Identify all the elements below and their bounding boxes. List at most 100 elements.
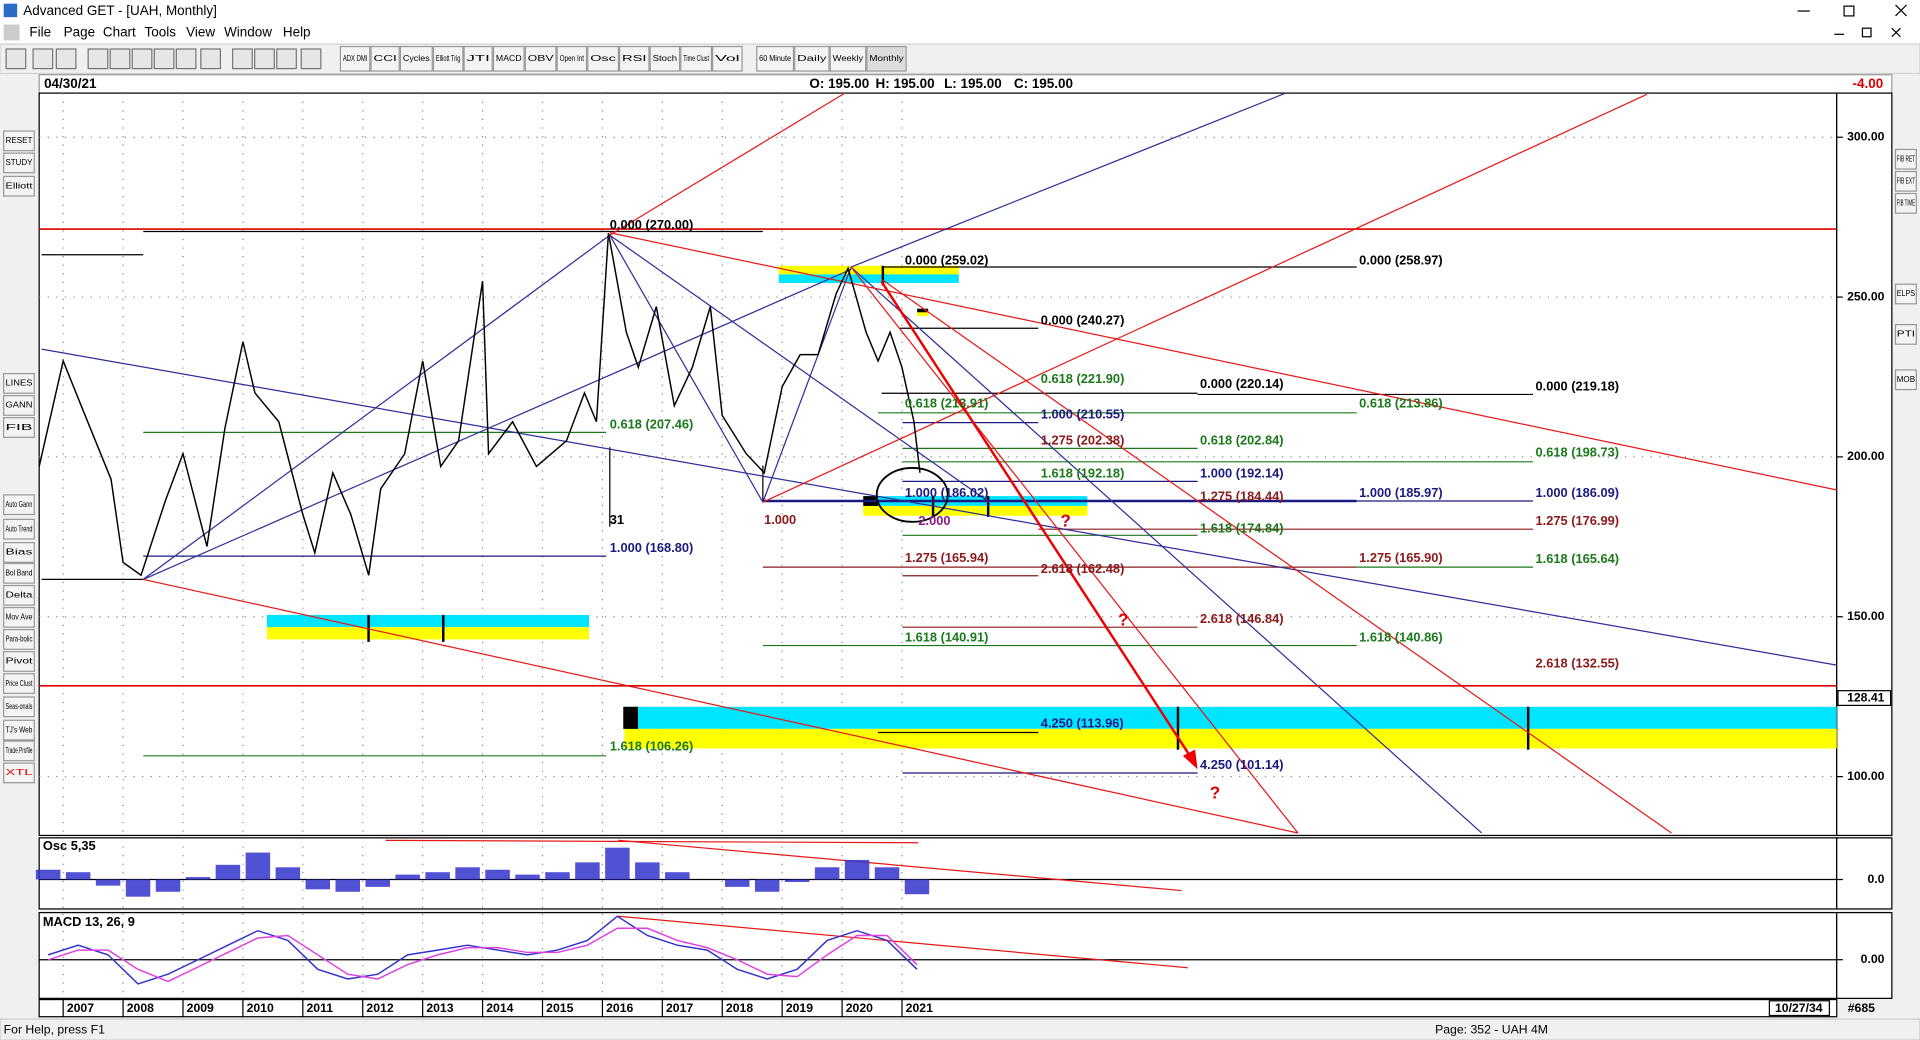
left-tool-button[interactable] [3,417,35,438]
left-tool-label[interactable]: TJ's Web [6,724,33,734]
toolbar-label[interactable]: Monthly [869,53,904,63]
toolbar-label[interactable]: Vol [715,53,740,63]
menu-item[interactable]: Page [64,25,95,40]
tool-icon[interactable] [276,48,297,70]
right-tool-button[interactable] [1894,192,1917,214]
toolbar-button[interactable] [866,45,907,72]
left-tool-button[interactable] [3,651,35,672]
right-tool-button[interactable] [1894,148,1917,170]
left-tool-button[interactable] [3,606,35,628]
right-tool-label[interactable]: FIB RET [1897,154,1916,164]
right-tool-label[interactable]: ELPS [1897,288,1916,298]
toolbar-label[interactable]: 60 Minute [759,53,791,63]
left-tool-label[interactable]: LINES [6,378,33,388]
right-tool-label[interactable]: FIB TIME [1897,198,1916,208]
left-tool-button[interactable] [3,762,35,784]
left-tool-button[interactable] [3,395,35,416]
toolbar-label[interactable]: RSI [622,53,646,63]
toolbar-label[interactable]: Open Int [560,53,585,63]
left-tool-button[interactable] [3,673,35,694]
toolbar-label[interactable]: CCI [373,53,396,63]
toolbar-button[interactable] [756,45,795,72]
left-tool-button[interactable] [3,130,35,152]
tool-icons[interactable] [5,48,322,70]
left-tool-button[interactable] [3,719,35,741]
toolbar-button[interactable] [492,45,525,72]
left-tool-button[interactable] [3,740,35,762]
left-tool-label[interactable]: Bol Band [6,568,33,578]
tool-icon[interactable] [153,48,175,70]
left-tool-label[interactable]: STUDY [6,157,33,167]
toolbar-label[interactable]: Elliott Trig [436,53,461,63]
left-tool-label[interactable]: RESET [6,135,34,145]
left-tool-button[interactable] [3,152,35,174]
left-tool-button[interactable] [3,629,35,650]
left-tool-button[interactable] [3,518,35,540]
toolbar-label[interactable]: Time Clust [683,53,709,63]
tool-icon[interactable] [175,48,197,70]
toolbar-button[interactable] [524,45,557,72]
left-tool-button[interactable] [3,373,35,394]
menu-item[interactable]: Window [224,25,272,40]
left-tool-button[interactable] [3,494,35,516]
toolbar-button[interactable] [794,45,830,72]
toolbar-label[interactable]: Stoch [653,53,678,63]
tool-icon[interactable] [32,48,54,70]
tool-icon[interactable] [300,48,322,70]
toolbar-label[interactable]: MACD [496,53,522,63]
right-tool-button[interactable] [1894,283,1917,305]
left-tool-label[interactable]: Seas-onals [6,701,33,711]
left-tool-label[interactable]: FIB [6,422,34,432]
toolbar-button[interactable] [649,45,681,72]
left-tool-label[interactable]: Delta [6,590,33,600]
toolbar-button[interactable] [829,45,867,72]
right-tool-label[interactable]: MOB [1897,374,1916,384]
left-tool-button[interactable] [3,696,35,718]
left-tool-label[interactable]: Auto Trend [6,523,33,533]
left-tool-button[interactable] [3,562,35,584]
left-tool-button[interactable] [3,542,35,563]
menu-item[interactable]: Help [283,25,311,40]
right-tool-button[interactable] [1894,324,1917,345]
toolbar-button[interactable] [399,45,433,72]
tool-icon[interactable] [55,48,77,70]
toolbar-label[interactable]: OBV [528,53,554,63]
menu-item[interactable]: File [29,25,51,40]
left-tool-label[interactable]: Pivot [6,656,34,666]
menu-item[interactable]: View [186,25,215,40]
right-tool-button[interactable] [1894,369,1917,391]
left-tool-button[interactable] [3,584,35,606]
tool-icon[interactable] [232,48,253,70]
toolbar-button[interactable] [680,45,713,72]
toolbar-label[interactable]: Cycles [403,53,430,63]
toolbar-button[interactable] [370,45,400,72]
left-tool-label[interactable]: Elliott [6,180,34,190]
left-tool-label[interactable]: Mov Ave [6,612,33,622]
right-tool-label[interactable]: PTI [1897,329,1915,339]
toolbar-label[interactable]: JTI [467,53,490,63]
tool-icon[interactable] [5,48,27,70]
toolbar-label[interactable]: Osc [590,53,617,63]
toolbar-label[interactable]: ADX DMI [343,53,367,63]
left-tool-label[interactable]: Para-bolic [6,634,33,644]
toolbar-button[interactable] [432,45,464,72]
toolbar-button[interactable] [463,45,493,72]
toolbar-button[interactable] [556,45,588,72]
mdi-controls[interactable] [1834,27,1901,38]
right-tool-button[interactable] [1894,170,1917,192]
menu-item[interactable]: Tools [144,25,176,40]
toolbar-label[interactable]: Daily [797,53,827,63]
tool-icon[interactable] [109,48,131,70]
left-tool-label[interactable]: Price Clust [6,678,33,688]
toolbar-button[interactable] [339,45,371,72]
tool-icon[interactable] [254,48,275,70]
window-controls[interactable] [1797,4,1907,17]
right-tool-label[interactable]: FIB EXT [1897,176,1916,186]
tool-icon[interactable] [87,48,109,70]
left-tool-label[interactable]: XTL [6,767,33,777]
toolbar-button[interactable] [712,45,743,72]
left-tool-label[interactable]: Auto Gann [6,499,33,509]
toolbar-button[interactable] [618,45,650,72]
tool-icon[interactable] [131,48,153,70]
menu-item[interactable]: Chart [103,25,136,40]
